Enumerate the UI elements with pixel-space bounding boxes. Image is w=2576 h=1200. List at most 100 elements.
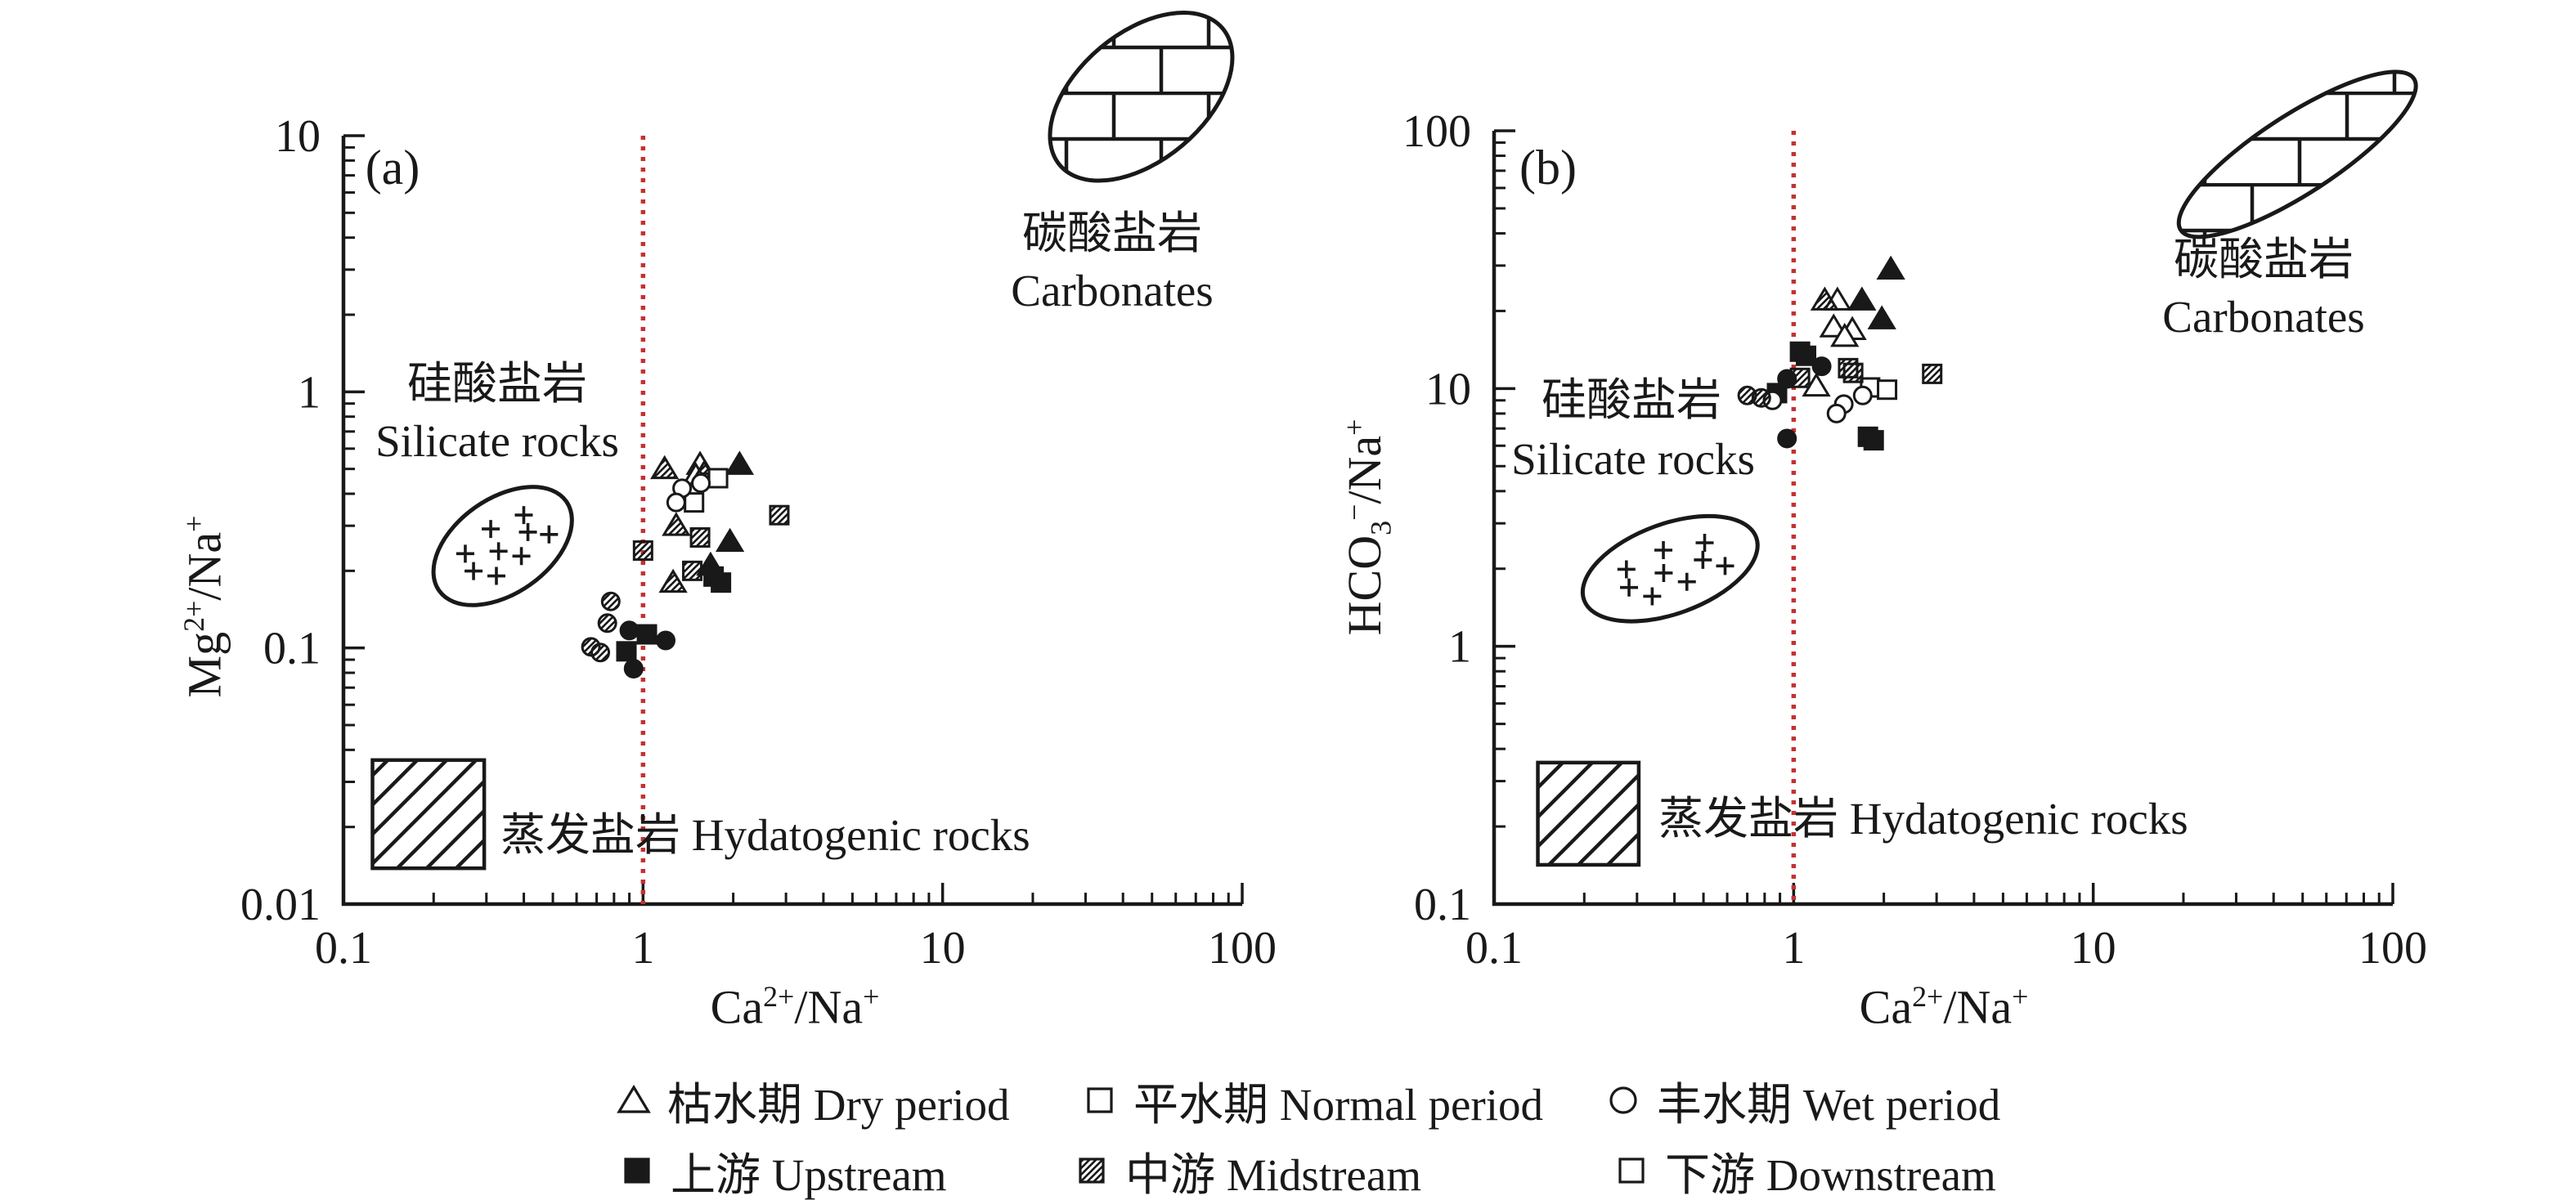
square-hatched-icon xyxy=(1073,1153,1111,1188)
legend-label: 枯水期 Dry period xyxy=(667,1080,1010,1130)
panel-a-silicate-label-zh: 硅酸盐岩 xyxy=(406,358,588,409)
panel-b-evaporites-label: 蒸发盐岩 Hydatogenic rocks xyxy=(1658,793,2188,844)
data-point-circle-open xyxy=(1826,403,1847,423)
data-point-square-hatched xyxy=(1842,362,1864,383)
square-open-glyph xyxy=(1618,1157,1645,1184)
data-point-square-open xyxy=(1877,379,1898,401)
panel-a-yaxis-title: Mg2+/Na+ xyxy=(177,515,231,698)
square-open-glyph xyxy=(1087,1087,1113,1113)
square-open-icon xyxy=(1613,1153,1650,1188)
square-filled-icon xyxy=(618,1153,656,1188)
x-tick-label: 100 xyxy=(1208,923,1277,974)
series-square-hatched xyxy=(1789,357,1943,388)
data-point-square-filled xyxy=(1795,345,1816,366)
series-square-open xyxy=(1860,377,1898,401)
zone-carbonates-fill xyxy=(1025,0,1258,213)
data-point-triangle-hatched xyxy=(658,568,688,593)
zone-carbonates-outline xyxy=(2176,69,2418,240)
zone-silicate-outline xyxy=(431,485,574,607)
plus-mark xyxy=(1695,533,1714,552)
data-point-circle-open xyxy=(1852,385,1873,405)
data-point-square-open xyxy=(707,468,729,489)
series-triangle-hatched xyxy=(1810,286,1840,311)
data-point-triangle-open xyxy=(1830,322,1860,347)
data-point-triangle-filled xyxy=(1876,255,1905,280)
zone-silicate-outline xyxy=(1580,513,1760,624)
y-tick-label: 100 xyxy=(1402,106,1471,157)
data-point-circle-filled xyxy=(656,630,676,651)
series-circle-filled xyxy=(619,620,676,679)
data-point-circle-filled xyxy=(1777,369,1797,389)
data-point-circle-filled xyxy=(619,620,640,641)
legend-item-normal-period: 平水期 Normal period xyxy=(1081,1068,1543,1133)
data-point-square-filled xyxy=(636,624,657,645)
zone-carbonates-outline xyxy=(1048,11,1235,183)
data-point-circle-open xyxy=(691,473,711,494)
panel-b-carbonates-label-zh: 碳酸盐岩 xyxy=(2173,234,2354,284)
y-tick-label: 10 xyxy=(275,111,321,162)
x-tick-label: 10 xyxy=(2071,923,2116,974)
plus-mark xyxy=(540,525,559,544)
panel-a-xaxis-title: Ca2+/Na+ xyxy=(710,979,880,1034)
plus-mark xyxy=(1677,572,1696,591)
plus-mark xyxy=(518,522,537,541)
square-hatched-glyph xyxy=(1079,1157,1105,1184)
plus-mark xyxy=(487,566,506,585)
data-point-triangle-hatched xyxy=(650,454,680,480)
plus-mark xyxy=(514,506,533,525)
y-tick-label: 1 xyxy=(298,367,321,418)
data-point-square-filled xyxy=(711,572,732,593)
data-point-circle-hatched xyxy=(1751,387,1771,408)
y-tick-label: 0.01 xyxy=(240,880,321,930)
legend-item-wet-period: 丰水期 Wet period xyxy=(1604,1068,2000,1133)
triangle-open-glyph xyxy=(617,1084,651,1113)
data-point-circle-filled xyxy=(1777,428,1797,449)
data-point-square-hatched xyxy=(689,527,711,549)
x-tick-label: 1 xyxy=(1782,923,1805,974)
series-circle-filled xyxy=(1777,356,1832,449)
x-tick-label: 1 xyxy=(631,923,654,974)
y-tick-label: 1 xyxy=(1448,622,1471,673)
legend-label: 平水期 Normal period xyxy=(1133,1080,1544,1130)
circle-open-glyph xyxy=(1609,1086,1637,1114)
xlabel-base: Ca xyxy=(710,980,764,1034)
data-point-square-filled xyxy=(1863,430,1884,451)
legend-item-downstream: 下游 Downstream xyxy=(1613,1138,1996,1200)
plus-mark xyxy=(482,520,500,539)
plus-mark xyxy=(1716,557,1735,575)
legend-label: 上游 Upstream xyxy=(671,1150,947,1200)
data-point-triangle-filled xyxy=(1867,305,1896,329)
plus-mark xyxy=(512,547,531,566)
zone-evaporites xyxy=(370,758,487,871)
panel-a-silicate-label-en: Silicate rocks xyxy=(375,415,619,466)
plus-mark xyxy=(1654,563,1673,582)
plus-mark xyxy=(1643,587,1662,606)
x-tick-label: 10 xyxy=(920,923,966,974)
data-point-circle-hatched xyxy=(597,613,617,634)
series-circle-hatched xyxy=(1737,385,1771,408)
legend-item-midstream: 中游 Midstream xyxy=(1073,1138,1421,1200)
data-point-square-filled xyxy=(616,641,637,662)
legend-label: 中游 Midstream xyxy=(1125,1150,1422,1200)
series-circle-hatched xyxy=(581,591,621,663)
y-tick-label: 0.1 xyxy=(263,624,321,674)
legend-label: 下游 Downstream xyxy=(1665,1150,1996,1200)
series-square-hatched xyxy=(632,504,790,581)
panel-b-silicate-label-zh: 硅酸盐岩 xyxy=(1541,374,1722,425)
plus-mark xyxy=(489,542,508,561)
panel-b-carbonates-label-en: Carbonates xyxy=(2162,291,2365,342)
y-tick-label: 10 xyxy=(1425,364,1471,414)
data-point-circle-hatched xyxy=(590,643,611,663)
panel-a-carbonates-label-zh: 碳酸盐岩 xyxy=(1021,208,1203,258)
panel-b-silicate-label-en: Silicate rocks xyxy=(1511,433,1755,484)
data-point-circle-filled xyxy=(1811,356,1832,377)
panel-a-tag: (a) xyxy=(365,141,420,195)
zone-evaporites xyxy=(1536,760,1641,867)
square-open-icon xyxy=(1081,1083,1119,1117)
x-tick-label: 0.1 xyxy=(315,923,372,974)
legend-item-dry-period: 枯水期 Dry period xyxy=(615,1068,1010,1133)
data-point-triangle-hatched xyxy=(662,512,691,536)
x-tick-label: 100 xyxy=(2358,923,2427,974)
